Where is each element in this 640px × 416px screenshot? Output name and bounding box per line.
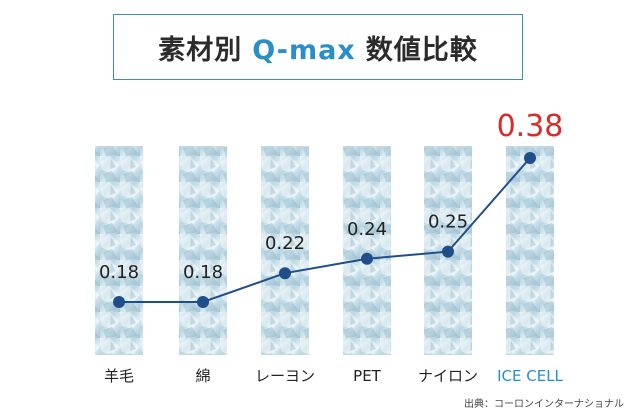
series-line: [119, 157, 531, 303]
data-point-4: [442, 245, 454, 258]
data-point-1: [197, 296, 209, 308]
value-label-4: 0.25: [428, 212, 468, 233]
category-label-4: ナイロン: [418, 367, 478, 385]
category-label-5: ICE CELL: [497, 367, 563, 385]
chart-title: 素材別 Q-max 数値比較: [158, 28, 477, 67]
value-label-5: 0.38: [497, 109, 564, 144]
data-point-3: [361, 252, 373, 265]
value-label-0: 0.18: [99, 262, 139, 283]
title-box: 素材別 Q-max 数値比較: [113, 14, 523, 80]
title-prefix: 素材別: [158, 34, 243, 66]
value-label-1: 0.18: [183, 262, 223, 283]
column-0: [95, 146, 143, 355]
column-3: [343, 146, 391, 355]
column-1: [179, 146, 227, 355]
column-5: [506, 146, 554, 355]
category-label-3: PET: [353, 367, 382, 385]
data-point-2: [279, 267, 291, 280]
title-highlight: Q-max: [252, 34, 356, 66]
title-suffix: 数値比較: [365, 34, 478, 66]
column-2: [261, 146, 309, 355]
category-label-2: レーヨン: [255, 367, 315, 385]
value-label-3: 0.24: [347, 219, 387, 240]
data-point-5: [524, 152, 536, 164]
value-label-2: 0.22: [265, 233, 305, 254]
source-note: 出典：コーロンインターナショナル: [464, 399, 624, 410]
data-point-0: [113, 296, 125, 308]
category-label-0: 羊毛: [104, 367, 134, 385]
category-label-1: 綿: [195, 367, 210, 385]
